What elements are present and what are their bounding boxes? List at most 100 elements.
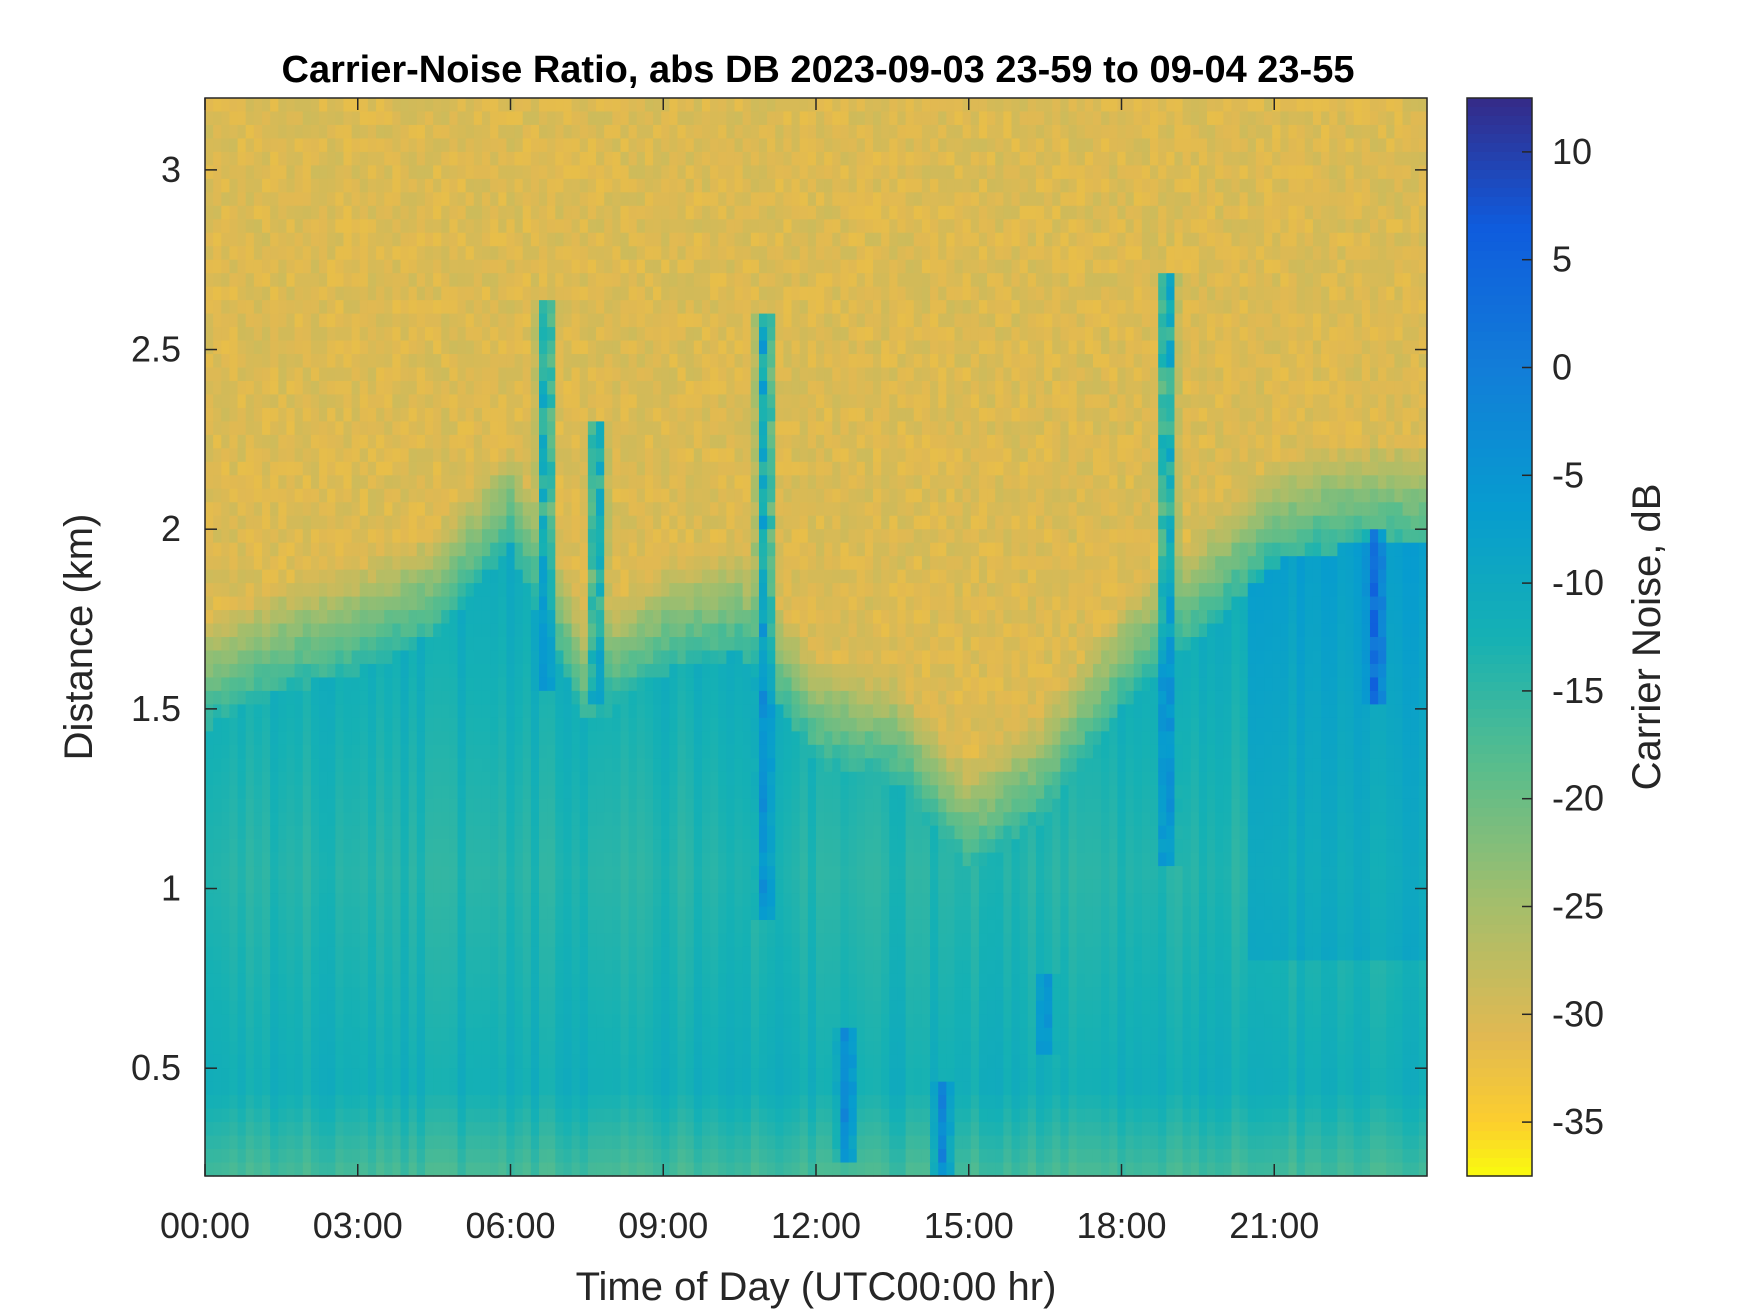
colorbar-tick-label: 10 [1552, 131, 1592, 172]
colorbar-tick-label: -25 [1552, 886, 1604, 927]
colorbar-swatch [1467, 430, 1532, 440]
colorbar-swatch [1467, 592, 1532, 602]
colorbar-tick-label: -5 [1552, 454, 1584, 495]
colorbar-swatch [1467, 403, 1532, 414]
colorbar-swatch [1467, 178, 1532, 189]
colorbar-swatch [1467, 637, 1532, 647]
chart-title: Carrier-Noise Ratio, abs DB 2023-09-03 2… [282, 49, 1355, 91]
colorbar-swatch [1467, 367, 1532, 378]
colorbar-tick-label: 5 [1552, 239, 1572, 280]
colorbar-swatch [1467, 996, 1532, 1006]
colorbar-swatch [1467, 645, 1532, 656]
colorbar-swatch [1467, 151, 1532, 162]
colorbar-swatch [1467, 502, 1532, 512]
colorbar-tick-label: -15 [1552, 670, 1604, 711]
colorbar-swatch [1467, 340, 1532, 351]
colorbar-swatch [1467, 1104, 1532, 1114]
colorbar-swatch [1467, 484, 1532, 494]
x-tick-label: 03:00 [313, 1205, 403, 1246]
colorbar-swatch [1467, 1068, 1532, 1078]
colorbar-swatch [1467, 466, 1532, 476]
colorbar-swatch [1467, 331, 1532, 342]
x-tick-label: 09:00 [618, 1205, 708, 1246]
x-tick-label: 00:00 [160, 1205, 250, 1246]
colorbar-swatch [1467, 205, 1532, 216]
colorbar-swatch [1467, 106, 1532, 117]
colorbar-swatch [1467, 915, 1532, 926]
x-tick-label: 21:00 [1229, 1205, 1319, 1246]
colorbar-swatch [1467, 241, 1532, 252]
colorbar-swatch [1467, 879, 1532, 890]
heatmap-plot-area [205, 98, 1428, 1177]
colorbar-swatch [1467, 825, 1532, 836]
colorbar-swatch [1467, 933, 1532, 944]
y-axis-label: Distance (km) [57, 514, 101, 761]
colorbar-swatch [1467, 475, 1532, 485]
colorbar-swatch [1467, 187, 1532, 198]
colorbar-swatch [1467, 160, 1532, 171]
colorbar-swatch [1467, 771, 1532, 782]
colorbar-swatch [1467, 349, 1532, 360]
colorbar-swatch [1467, 619, 1532, 629]
colorbar-swatch [1467, 798, 1532, 809]
colorbar-axis: 10 5 0 -5 -10 -15 -20 -25 -30 -35 [1522, 131, 1604, 1142]
colorbar-swatch [1467, 1167, 1532, 1177]
colorbar-swatch [1467, 295, 1532, 306]
colorbar-swatch [1467, 547, 1532, 557]
colorbar-swatch [1467, 394, 1532, 405]
colorbar-swatch [1467, 987, 1532, 997]
colorbar-swatch [1467, 412, 1532, 422]
colorbar-swatch [1467, 1023, 1532, 1033]
colorbar-swatch [1467, 1131, 1532, 1141]
colorbar-swatch [1467, 1032, 1532, 1042]
y-tick-label: 1.5 [131, 688, 181, 729]
colorbar-swatch [1467, 744, 1532, 755]
colorbar-tick-label: -30 [1552, 993, 1604, 1034]
colorbar-swatch [1467, 538, 1532, 548]
colorbar-swatch [1467, 115, 1532, 126]
x-tick-label: 18:00 [1076, 1205, 1166, 1246]
colorbar-swatch [1467, 789, 1532, 800]
colorbar-tick-label: -10 [1552, 562, 1604, 603]
colorbar-swatch [1467, 717, 1532, 728]
colorbar-swatch [1467, 699, 1532, 710]
x-tick-label: 15:00 [924, 1205, 1014, 1246]
colorbar-swatch [1467, 268, 1532, 279]
x-tick-label: 12:00 [771, 1205, 861, 1246]
colorbar-swatch [1467, 969, 1532, 979]
colorbar-swatch [1467, 663, 1532, 674]
colorbar-swatch [1467, 98, 1532, 108]
colorbar-swatch [1467, 906, 1532, 917]
colorbar-swatch [1467, 897, 1532, 908]
colorbar-swatch [1467, 304, 1532, 315]
colorbar-swatch [1467, 1095, 1532, 1105]
colorbar-swatch [1467, 960, 1532, 970]
y-tick-label: 2.5 [131, 329, 181, 370]
colorbar-swatch [1467, 834, 1532, 845]
colorbar [1467, 98, 1532, 1177]
colorbar-swatch [1467, 520, 1532, 530]
colorbar-swatch [1467, 780, 1532, 791]
colorbar-swatch [1467, 1086, 1532, 1096]
colorbar-swatch [1467, 978, 1532, 988]
colorbar-swatch [1467, 142, 1532, 153]
colorbar-swatch [1467, 493, 1532, 503]
colorbar-swatch [1467, 529, 1532, 539]
colorbar-frame [1466, 97, 1533, 1177]
colorbar-swatch [1467, 124, 1532, 135]
colorbar-swatch [1467, 169, 1532, 180]
colorbar-swatch [1467, 628, 1532, 638]
colorbar-swatch [1467, 861, 1532, 872]
x-tick-label: 06:00 [465, 1205, 555, 1246]
colorbar-swatch [1467, 313, 1532, 324]
colorbar-swatch [1467, 223, 1532, 234]
colorbar-swatch [1467, 843, 1532, 854]
colorbar-swatch [1467, 852, 1532, 863]
y-tick-label: 0.5 [131, 1047, 181, 1088]
colorbar-swatch [1467, 753, 1532, 764]
colorbar-swatch [1467, 690, 1532, 701]
colorbar-swatch [1467, 1050, 1532, 1060]
colorbar-swatch [1467, 726, 1532, 737]
colorbar-swatch [1467, 708, 1532, 719]
colorbar-swatch [1467, 762, 1532, 773]
